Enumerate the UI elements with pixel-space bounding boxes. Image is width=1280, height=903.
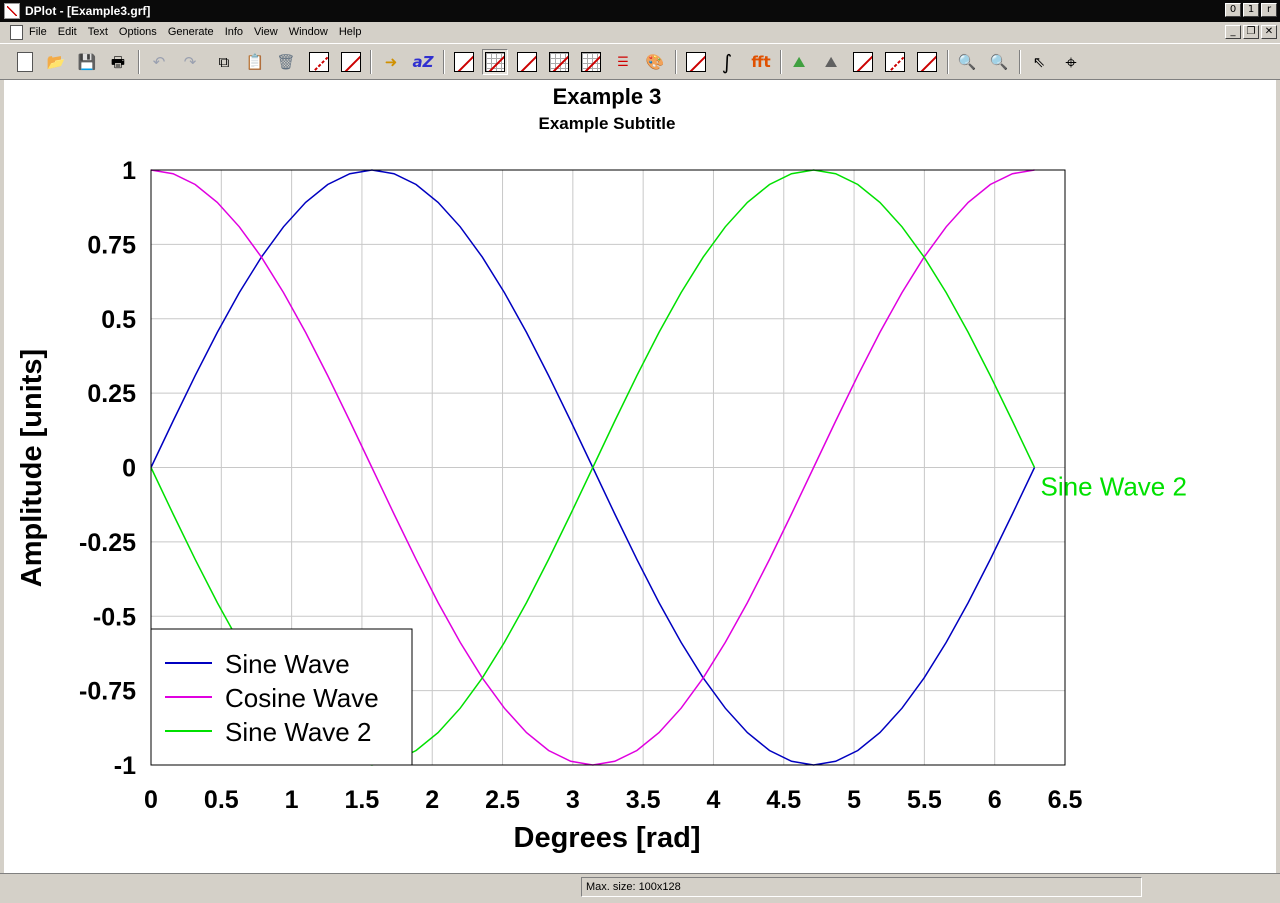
x-tick-label: 6 [988,786,1002,814]
3d-surface-icon[interactable]: ⛰ [824,52,838,71]
menu-generate[interactable]: Generate [167,26,214,38]
chart-legend[interactable]: Sine Wave Cosine Wave Sine Wave 2 [150,628,413,766]
delete-bin-icon[interactable]: 🗑 [276,52,296,71]
log-x-axes-icon[interactable] [514,49,540,75]
status-panel: Max. size: 100x128 [581,877,1142,897]
x-tick-label: 1.5 [345,786,380,814]
pointer-help-icon[interactable]: ⇖ [1032,52,1046,71]
doc-close-button[interactable]: ✕ [1261,25,1277,39]
redo-icon[interactable]: ↷ [183,52,197,71]
menu-text[interactable]: Text [87,26,108,38]
x-tick-label: 2 [425,786,439,814]
y-tick-label: -0.25 [79,529,136,557]
print-icon[interactable]: 🖶 [110,52,126,71]
grid-axes-icon[interactable] [482,49,508,75]
edit-curve-icon[interactable] [338,49,364,75]
menu-view[interactable]: View [254,26,278,38]
log-log-axes-icon[interactable] [578,49,604,75]
edit-data-icon[interactable] [306,49,332,75]
translate-icon[interactable]: ➜ [384,52,398,71]
legend-label: Cosine Wave [225,683,379,713]
minimize-button[interactable]: 0 [1225,3,1241,17]
menu-file[interactable]: File [29,26,47,38]
text-font-icon[interactable]: aZ [412,52,434,71]
x-tick-label: 3.5 [626,786,661,814]
y-tick-label: 0.25 [87,380,136,408]
y-tick-label: 0.75 [87,231,136,259]
menu-info[interactable]: Info [224,26,244,38]
axis-scale-icon[interactable] [914,49,940,75]
title-bar: DPlot - [Example3.grf] 0 1 r [0,0,1280,22]
doc-restore-button[interactable]: ❐ [1243,25,1259,39]
dplot-app-icon[interactable] [4,3,20,19]
x-tick-label: 0 [144,786,158,814]
x-tick-label: 4.5 [766,786,801,814]
zoom-out-icon[interactable]: 🔍 [989,52,1009,71]
y-tick-label: -1 [114,752,136,780]
y-axis-ticks: -1 -0.75 -0.5 -0.25 0 0.25 0.5 0.75 1 [79,157,136,780]
x-axis-ticks: 0 0.5 1 1.5 2 2.5 3 3.5 4 4.5 5 5.5 6 6.5 [144,786,1082,814]
multiple-plots-icon[interactable] [850,49,876,75]
undo-icon[interactable]: ↶ [152,52,166,71]
x-tick-label: 0.5 [204,786,239,814]
x-tick-label: 2.5 [485,786,520,814]
window-title: DPlot - [Example3.grf] [25,4,151,18]
x-tick-label: 5.5 [907,786,942,814]
menu-help[interactable]: Help [338,26,362,38]
menu-window[interactable]: Window [288,26,328,38]
open-folder-icon[interactable]: 📂 [46,52,66,71]
plot-area[interactable]: Example 3 Example Subtitle 0 0.5 1 1.5 2 2.5 3… [4,80,1276,873]
menu-edit[interactable]: Edit [57,26,77,38]
y-tick-label: 0.5 [101,306,136,334]
log-y-axes-icon[interactable] [546,49,572,75]
x-tick-label: 4 [707,786,721,814]
bad-point-icon[interactable] [683,49,709,75]
document-icon[interactable] [10,25,23,40]
x-axis-label: Degrees [rad] [514,822,701,854]
contour-icon[interactable]: ⛰ [792,52,806,71]
copy-picture-icon[interactable]: ⧉ [218,52,230,71]
y-tick-label: 1 [122,157,136,185]
x-tick-label: 5 [847,786,861,814]
extrema-icon[interactable] [882,49,908,75]
paste-icon[interactable]: 📋 [245,52,265,71]
y-tick-label: -0.5 [93,603,136,631]
legend-box [150,628,413,766]
x-tick-label: 1 [285,786,299,814]
menu-bar: File Edit Text Options Generate Info Vie… [0,22,1280,43]
y-tick-label: -0.75 [79,678,136,706]
color-palette-icon[interactable]: 🎨 [645,52,665,71]
close-button[interactable]: r [1261,3,1277,17]
y-axis-label: Amplitude [units] [16,349,48,587]
line-styles-icon[interactable]: ☰ [617,54,629,70]
save-disk-icon[interactable]: 💾 [77,52,97,71]
x-tick-label: 3 [566,786,580,814]
crosshair-icon[interactable]: ⌖ [1065,50,1077,74]
linear-axes-icon[interactable] [451,49,477,75]
doc-minimize-button[interactable]: _ [1225,25,1241,39]
line-chart: Example 3 Example Subtitle 0 0.5 1 1.5 2 2.5 3… [16,84,1187,854]
legend-label: Sine Wave [225,649,350,679]
new-file-icon[interactable] [12,49,38,75]
toolbar: 📂 💾 🖶 ↶ ↷ ⧉ 📋 🗑 ➜ aZ ☰ 🎨 ∫ fft ⛰ ⛰ 🔍 🔍 ⇖… [0,43,1280,80]
chart-subtitle: Example Subtitle [539,114,676,133]
maximize-button[interactable]: 1 [1243,3,1259,17]
menu-options[interactable]: Options [118,26,157,38]
x-tick-label: 6.5 [1048,786,1083,814]
chart-title: Example 3 [553,84,662,109]
status-bar: Max. size: 100x128 [0,873,1280,903]
series-end-annotation: Sine Wave 2 [1041,472,1187,502]
legend-label: Sine Wave 2 [225,717,371,747]
integral-icon[interactable]: ∫ [721,50,733,74]
y-tick-label: 0 [122,455,136,483]
plot-frame [150,169,1066,766]
fft-icon[interactable]: fft [751,52,771,71]
zoom-in-icon[interactable]: 🔍 [957,52,977,71]
